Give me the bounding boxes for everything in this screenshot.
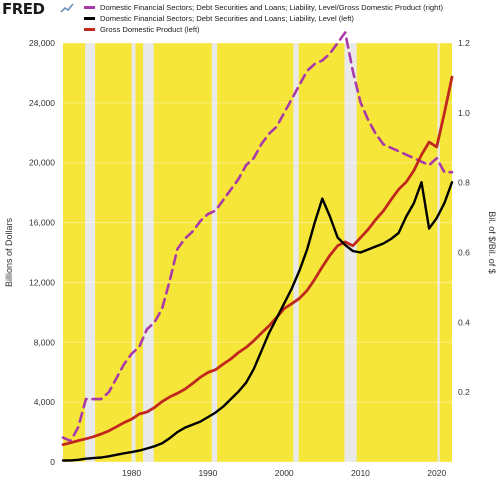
- recession-bands: [85, 43, 440, 462]
- y-left-tick-0: 0: [50, 457, 55, 467]
- legend-swatch-debt: [84, 16, 95, 20]
- y-right-tick-1: 0.4: [458, 317, 470, 327]
- chart-header: FRED Domestic Financial Sectors; Debt Se…: [0, 0, 500, 36]
- gridlines: [63, 42, 452, 463]
- fred-logo[interactable]: FRED: [2, 0, 45, 18]
- legend-swatch-ratio: [84, 5, 95, 9]
- axis-ticks: 0 4,000 8,000 12,000 16,000 20,000 24,000 28,00…: [29, 38, 470, 478]
- y-right-tick-4: 1.0: [458, 108, 470, 118]
- legend-item-debt: Domestic Financial Sectors; Debt Securit…: [84, 14, 354, 25]
- series-line-ratio: [61, 31, 454, 443]
- y-right-tick-2: 0.6: [458, 248, 470, 258]
- y-right-tick-3: 0.8: [458, 178, 470, 188]
- series-line-debt: [61, 180, 454, 462]
- y-left-tick-1: 4,000: [34, 397, 56, 407]
- legend-label-gdp: Gross Domestic Product (left): [100, 25, 200, 34]
- recession-band-2: [143, 43, 154, 462]
- y-right-tick-0: 0.2: [458, 387, 470, 397]
- legend-label-ratio: Domestic Financial Sectors; Debt Securit…: [100, 3, 443, 12]
- x-tick-3: 2010: [351, 468, 370, 478]
- plot-background: [63, 43, 452, 462]
- legend-label-debt: Domestic Financial Sectors; Debt Securit…: [100, 14, 354, 23]
- y-left-tick-2: 8,000: [34, 337, 56, 347]
- y-right-tick-5: 1.2: [458, 38, 470, 48]
- trend-line-icon: [60, 3, 74, 13]
- y-left-tick-6: 24,000: [29, 98, 55, 108]
- recession-band-4: [293, 43, 299, 462]
- recession-band-3: [211, 43, 218, 462]
- y-axis-right-title: Bil. of $/Bil. of $: [487, 211, 497, 274]
- y-axis-left-title: Billions of Dollars: [4, 217, 14, 287]
- legend-item-ratio: Domestic Financial Sectors; Debt Securit…: [84, 3, 443, 14]
- series-line-gdp: [61, 75, 454, 447]
- y-left-tick-4: 16,000: [29, 218, 55, 228]
- series-lines: [61, 31, 454, 462]
- x-tick-2: 2000: [275, 468, 294, 478]
- recession-band-1: [131, 43, 136, 462]
- x-tick-4: 2020: [427, 468, 446, 478]
- y-left-tick-5: 20,000: [29, 158, 55, 168]
- recession-band-6: [437, 43, 440, 462]
- recession-band-5: [344, 43, 357, 462]
- legend-swatch-gdp: [84, 27, 95, 31]
- plot-area: [63, 43, 452, 462]
- legend-item-gdp: Gross Domestic Product (left): [84, 25, 200, 36]
- recession-band-0: [85, 43, 96, 462]
- y-left-tick-7: 28,000: [29, 38, 55, 48]
- x-tick-1: 1990: [198, 468, 217, 478]
- y-left-tick-3: 12,000: [29, 277, 55, 287]
- x-tick-0: 1980: [122, 468, 141, 478]
